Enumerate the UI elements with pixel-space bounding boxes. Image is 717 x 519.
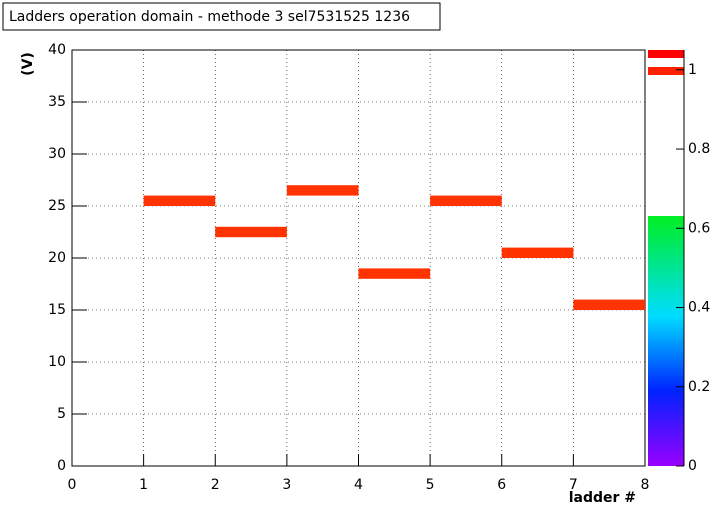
z-tick-label: 0.6 [688, 220, 710, 236]
palette [648, 67, 684, 75]
cell [143, 195, 216, 206]
cell [430, 195, 502, 206]
y-tick-label: 10 [48, 354, 66, 370]
z-tick-label: 0.4 [688, 300, 710, 316]
z-tick-label: 0 [688, 458, 697, 474]
cell [573, 299, 645, 310]
x-tick-label: 7 [569, 477, 578, 493]
y-tick-label: 25 [48, 198, 66, 214]
y-tick-label: 15 [48, 302, 66, 318]
z-tick-label: 1 [688, 62, 697, 78]
chart-title: Ladders operation domain - methode 3 sel… [9, 9, 410, 25]
x-axis-label: ladder # [569, 490, 636, 506]
y-tick-label: 30 [48, 146, 66, 162]
y-tick-label: 0 [57, 458, 66, 474]
y-axis-label: (V) [20, 52, 36, 76]
cell [501, 247, 574, 258]
z-tick-label: 0.8 [688, 141, 710, 157]
x-tick-label: 3 [282, 477, 291, 493]
y-tick-label: 35 [48, 94, 66, 110]
cell [286, 185, 359, 196]
y-tick-label: 20 [48, 250, 66, 266]
x-tick-label: 0 [68, 477, 77, 493]
cell [215, 226, 287, 238]
x-tick-label: 6 [497, 477, 506, 493]
title-box [2, 2, 441, 31]
x-tick-label: 8 [641, 477, 650, 493]
z-tick-label: 0.2 [688, 379, 710, 395]
cell [358, 268, 431, 279]
x-tick-label: 1 [139, 477, 148, 493]
palette [648, 216, 684, 466]
y-tick-label: 5 [57, 406, 66, 422]
x-tick-label: 5 [426, 477, 435, 493]
x-tick-label: 2 [211, 477, 220, 493]
y-tick-label: 40 [48, 42, 66, 58]
palette [648, 50, 684, 58]
x-tick-label: 4 [354, 477, 363, 493]
